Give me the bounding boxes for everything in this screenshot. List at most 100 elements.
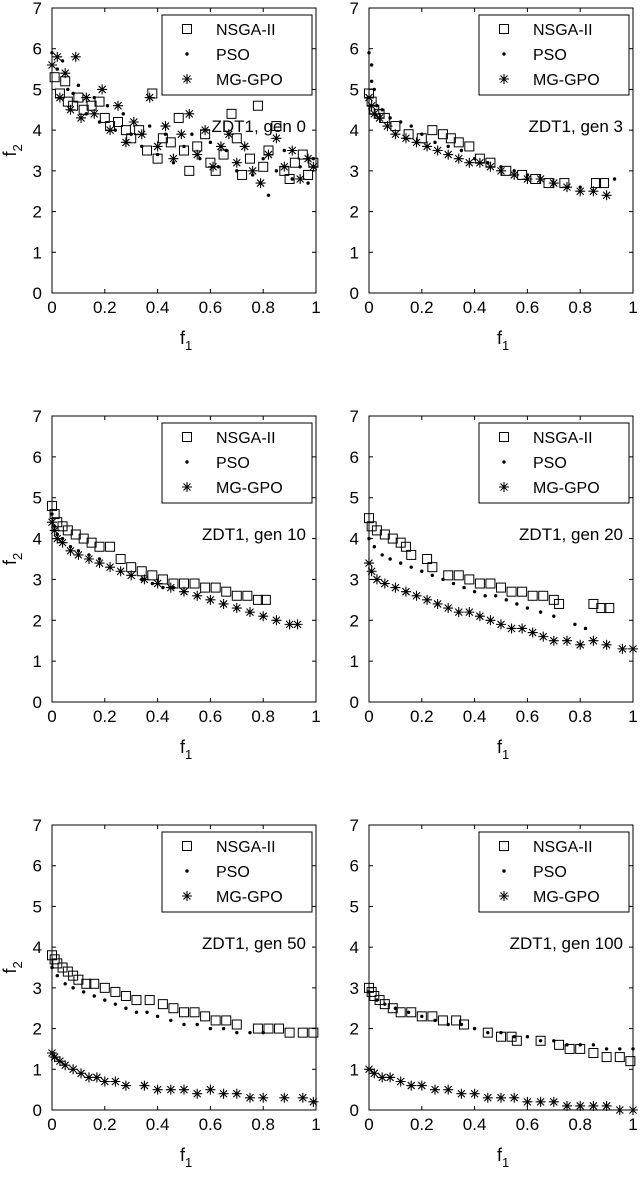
data-point-pso bbox=[71, 91, 75, 96]
y-tick-label: 1 bbox=[350, 243, 359, 262]
data-point-nsga-ii bbox=[218, 149, 229, 160]
data-point-pso bbox=[63, 982, 67, 986]
chart-panel-6: 0 0.2 0.4 0.6 0.8 1 0 1 2 3 4 5 6 7 f1 NSGA-II PSO MG-GPO… bbox=[350, 816, 638, 1170]
x-tick-label: 1 bbox=[311, 707, 320, 726]
data-point-mg-gpo bbox=[105, 562, 116, 573]
data-point-pso bbox=[311, 156, 316, 161]
data-point-mg-gpo bbox=[113, 100, 123, 111]
data-point-mg-gpo bbox=[47, 60, 57, 70]
data-point-pso bbox=[409, 124, 413, 128]
legend-marker-pso bbox=[502, 460, 506, 464]
data-point-nsga-ii bbox=[245, 153, 255, 164]
data-point-pso bbox=[446, 1022, 450, 1027]
data-point-mg-gpo bbox=[223, 129, 234, 140]
chart-panel-5: 0 0.2 0.4 0.6 0.8 1 0 1 2 3 4 5 6 7 f1 f2 NSGA-II PSO MG-G… bbox=[0, 816, 321, 1170]
y-tick-label: 1 bbox=[350, 1060, 359, 1079]
data-point-mg-gpo bbox=[482, 1092, 493, 1103]
data-point-mg-gpo bbox=[89, 108, 100, 119]
data-point-mg-gpo bbox=[152, 141, 163, 152]
data-point-pso bbox=[113, 1002, 118, 1006]
data-point-nsga-ii bbox=[226, 108, 237, 119]
legend-label: PSO bbox=[533, 47, 567, 64]
data-point-pso bbox=[380, 108, 384, 112]
data-point-pso bbox=[472, 589, 477, 594]
x-axis-label: f1 bbox=[180, 1145, 192, 1170]
data-point-nsga-ii bbox=[242, 590, 253, 601]
data-point-mg-gpo bbox=[165, 582, 176, 593]
legend-marker-mg-gpo bbox=[499, 74, 509, 84]
x-axis-label-subscript: 1 bbox=[185, 338, 192, 353]
data-point-mg-gpo bbox=[245, 1092, 255, 1103]
data-point-nsga-ii bbox=[443, 570, 454, 581]
data-point-mg-gpo bbox=[443, 603, 454, 614]
data-point-pso bbox=[446, 144, 450, 149]
chart-panel-1: 0 0.2 0.4 0.6 0.8 1 0 1 2 3 4 5 6 7 f1 f2 NSGA-II PSO MG-G… bbox=[0, 0, 321, 353]
data-point-mg-gpo bbox=[297, 1092, 308, 1103]
data-point-mg-gpo bbox=[364, 1064, 374, 1075]
x-axis-label-subscript: 1 bbox=[185, 747, 192, 762]
x-axis-label-subscript: 1 bbox=[502, 747, 509, 762]
data-point-mg-gpo bbox=[538, 631, 549, 642]
legend-marker-mg-gpo bbox=[182, 482, 192, 492]
y-tick-label: 7 bbox=[350, 0, 359, 18]
legend-label: NSGA-II bbox=[533, 22, 593, 39]
data-point-mg-gpo bbox=[292, 619, 303, 630]
data-point-mg-gpo bbox=[406, 1080, 417, 1091]
y-tick-label: 1 bbox=[33, 652, 42, 671]
data-point-mg-gpo bbox=[83, 1072, 94, 1083]
data-point-mg-gpo bbox=[400, 586, 411, 597]
data-point-pso bbox=[248, 1030, 252, 1035]
data-point-nsga-ii bbox=[94, 96, 105, 107]
series-mg-gpo bbox=[364, 558, 638, 654]
data-point-pso bbox=[195, 1022, 199, 1027]
data-point-mg-gpo bbox=[76, 112, 87, 123]
x-axis-label-subscript: 1 bbox=[185, 1155, 192, 1170]
x-tick-label: 0.8 bbox=[568, 707, 592, 726]
data-point-mg-gpo bbox=[506, 623, 517, 634]
data-point-mg-gpo bbox=[279, 161, 290, 172]
legend-marker-mg-gpo bbox=[182, 891, 192, 901]
legend: NSGA-II PSO MG-GPO bbox=[161, 831, 313, 913]
x-tick-label: 0.4 bbox=[463, 1115, 487, 1134]
data-point-mg-gpo bbox=[99, 1076, 110, 1087]
y-tick-label: 0 bbox=[350, 1101, 359, 1120]
data-point-mg-gpo bbox=[73, 549, 84, 560]
data-point-pso bbox=[274, 169, 279, 173]
data-point-mg-gpo bbox=[369, 1068, 380, 1079]
data-point-nsga-ii bbox=[271, 121, 282, 132]
legend-marker-nsga-ii bbox=[499, 432, 509, 442]
data-point-pso bbox=[388, 116, 392, 120]
data-point-mg-gpo bbox=[91, 1072, 102, 1083]
data-point-nsga-ii bbox=[131, 995, 142, 1006]
x-tick-label: 0.6 bbox=[516, 298, 540, 317]
data-point-mg-gpo bbox=[263, 149, 274, 160]
series-mg-gpo bbox=[47, 1048, 319, 1107]
series-mg-gpo bbox=[47, 51, 319, 189]
data-point-mg-gpo bbox=[152, 578, 163, 589]
y-tick-label: 6 bbox=[33, 857, 42, 876]
data-point-mg-gpo bbox=[126, 570, 137, 581]
x-tick-label: 0 bbox=[47, 298, 56, 317]
data-point-mg-gpo bbox=[601, 1100, 612, 1111]
y-axis-label: f2 bbox=[0, 144, 25, 156]
data-point-mg-gpo bbox=[443, 1084, 454, 1095]
data-point-mg-gpo bbox=[411, 590, 422, 601]
data-point-pso bbox=[459, 1022, 464, 1027]
data-point-mg-gpo bbox=[83, 554, 94, 564]
x-axis-label: f1 bbox=[497, 1145, 509, 1170]
plot-area-frame bbox=[51, 415, 317, 703]
y-tick-label: 6 bbox=[33, 40, 42, 59]
data-point-mg-gpo bbox=[94, 558, 105, 569]
data-point-pso bbox=[50, 512, 54, 516]
data-point-nsga-ii bbox=[274, 1023, 285, 1034]
y-tick-label: 2 bbox=[350, 1020, 359, 1039]
x-tick-label: 0.6 bbox=[199, 1115, 223, 1134]
data-point-nsga-ii bbox=[459, 1019, 470, 1030]
data-point-pso bbox=[420, 569, 424, 573]
data-point-nsga-ii bbox=[49, 72, 60, 83]
data-point-nsga-ii bbox=[200, 582, 211, 593]
data-point-pso bbox=[169, 1018, 173, 1023]
data-point-nsga-ii bbox=[237, 169, 248, 180]
y-axis-label: f2 bbox=[0, 553, 25, 565]
data-point-nsga-ii bbox=[99, 982, 110, 993]
